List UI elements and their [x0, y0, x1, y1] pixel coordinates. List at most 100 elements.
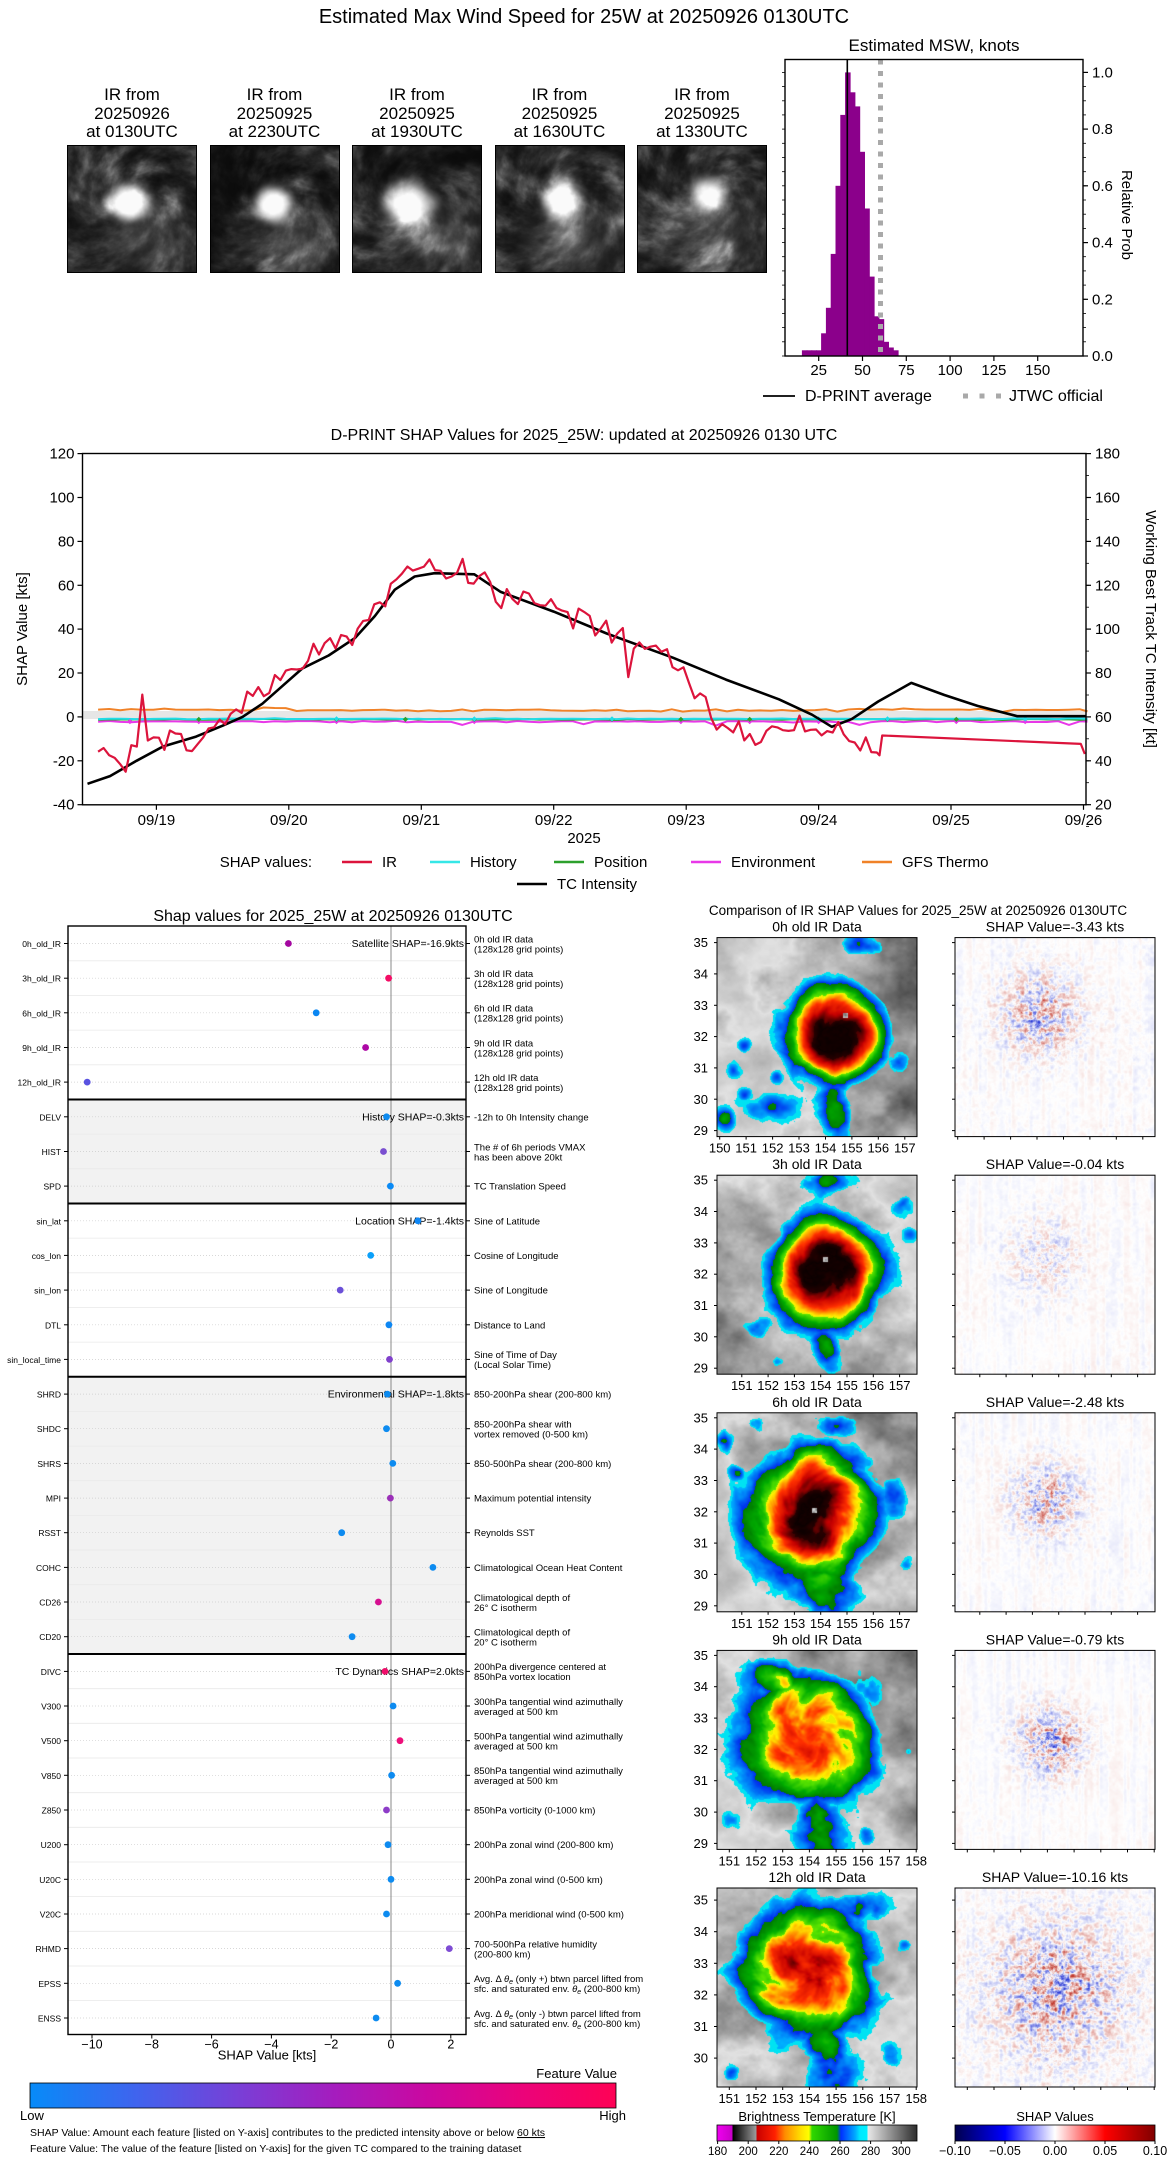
svg-text:0.05: 0.05 [1093, 2144, 1117, 2158]
svg-text:33: 33 [694, 998, 708, 1013]
svg-text:34: 34 [694, 1924, 708, 1939]
svg-text:Avg. Δ θe (only +) btwn parcel: Avg. Δ θe (only +) btwn parcel lifted fr… [474, 1974, 643, 1986]
svg-text:(128x128 grid points): (128x128 grid points) [474, 944, 563, 955]
svg-text:3h old IR Data: 3h old IR Data [772, 1156, 862, 1172]
svg-text:0.6: 0.6 [1092, 178, 1113, 195]
svg-text:−6: −6 [204, 2038, 218, 2052]
svg-text:29: 29 [694, 1361, 708, 1376]
svg-text:averaged at 500 km: averaged at 500 km [474, 1742, 558, 1753]
svg-text:sfc. and saturated env. θe (20: sfc. and saturated env. θe (200-800 km) [474, 2019, 640, 2031]
svg-text:09/26: 09/26 [1065, 812, 1103, 829]
svg-text:MPI: MPI [46, 1494, 61, 1504]
svg-text:Climatological depth of: Climatological depth of [474, 1593, 570, 1604]
svg-text:Maximum potential intensity: Maximum potential intensity [474, 1494, 591, 1505]
svg-text:9h old IR Data: 9h old IR Data [772, 1631, 862, 1647]
svg-text:0.00: 0.00 [1043, 2144, 1067, 2158]
svg-text:158: 158 [905, 1853, 927, 1868]
svg-text:154: 154 [799, 1853, 821, 1868]
svg-text:20: 20 [58, 665, 75, 682]
svg-text:High: High [599, 2108, 626, 2123]
svg-text:(128x128 grid points): (128x128 grid points) [474, 1014, 563, 1025]
svg-text:140: 140 [1095, 533, 1120, 550]
svg-text:280: 280 [861, 2146, 880, 2158]
svg-text:D-PRINT average: D-PRINT average [805, 388, 932, 405]
svg-text:150: 150 [1025, 362, 1050, 379]
svg-text:CD20: CD20 [39, 1632, 61, 1642]
svg-text:180: 180 [708, 2146, 727, 2158]
svg-text:Low: Low [20, 2108, 44, 2123]
svg-text:IR: IR [382, 854, 397, 871]
svg-text:SHRS: SHRS [37, 1459, 61, 1469]
svg-text:40: 40 [58, 621, 75, 638]
svg-text:33: 33 [694, 1956, 708, 1971]
svg-text:(Local Solar Time): (Local Solar Time) [474, 1360, 551, 1371]
svg-text:SHAP Value=-10.16 kts: SHAP Value=-10.16 kts [982, 1869, 1128, 1885]
svg-text:sfc. and saturated env. θe (20: sfc. and saturated env. θe (200-800 km) [474, 1984, 640, 1996]
svg-text:DELV: DELV [39, 1112, 61, 1122]
svg-text:157: 157 [894, 1141, 916, 1156]
svg-text:ENSS: ENSS [38, 2014, 61, 2024]
svg-text:156: 156 [862, 1378, 884, 1393]
svg-text:32: 32 [694, 1267, 708, 1282]
svg-text:Feature Value: The value of th: Feature Value: The value of the feature … [30, 2143, 522, 2155]
svg-text:12h old IR data: 12h old IR data [474, 1073, 539, 1084]
svg-text:220: 220 [769, 2146, 788, 2158]
svg-text:150: 150 [709, 1141, 731, 1156]
svg-text:157: 157 [889, 1616, 911, 1631]
svg-text:80: 80 [58, 533, 75, 550]
svg-text:32: 32 [694, 1742, 708, 1757]
svg-text:200hPa divergence centered at: 200hPa divergence centered at [474, 1662, 606, 1673]
svg-text:100: 100 [938, 362, 963, 379]
svg-text:34: 34 [694, 1442, 708, 1457]
svg-text:30: 30 [694, 1329, 708, 1344]
svg-text:The # of 6h periods VMAX: The # of 6h periods VMAX [474, 1142, 586, 1153]
svg-text:33: 33 [694, 1711, 708, 1726]
svg-text:32: 32 [694, 1029, 708, 1044]
svg-text:09/25: 09/25 [932, 812, 970, 829]
svg-text:0: 0 [388, 2038, 395, 2052]
svg-text:has been above 20kt: has been above 20kt [474, 1152, 563, 1163]
svg-text:(128x128 grid points): (128x128 grid points) [474, 1048, 563, 1059]
svg-text:500hPa tangential wind azimuth: 500hPa tangential wind azimuthally [474, 1732, 623, 1743]
svg-text:200hPa zonal wind (0-500 km): 200hPa zonal wind (0-500 km) [474, 1875, 603, 1886]
svg-text:153: 153 [772, 1853, 794, 1868]
svg-text:SHAP Value=-2.48 kts: SHAP Value=-2.48 kts [986, 1394, 1124, 1410]
svg-text:154: 154 [810, 1378, 832, 1393]
svg-text:33: 33 [694, 1235, 708, 1250]
svg-text:240: 240 [800, 2146, 819, 2158]
svg-text:26° C isotherm: 26° C isotherm [474, 1603, 537, 1614]
svg-text:850hPa vorticity (0-1000 km): 850hPa vorticity (0-1000 km) [474, 1806, 595, 1817]
svg-text:Sine of Time of Day: Sine of Time of Day [474, 1350, 557, 1361]
svg-text:75: 75 [898, 362, 915, 379]
svg-text:34: 34 [694, 1204, 708, 1219]
svg-text:31: 31 [694, 1060, 708, 1075]
svg-text:Cosine of Longitude: Cosine of Longitude [474, 1251, 559, 1262]
svg-text:SHAP Value=-3.43 kts: SHAP Value=-3.43 kts [986, 919, 1124, 935]
svg-text:40: 40 [1095, 753, 1112, 770]
svg-text:200hPa zonal wind (200-800 km): 200hPa zonal wind (200-800 km) [474, 1840, 613, 1851]
svg-text:sin_local_time: sin_local_time [7, 1355, 61, 1365]
svg-text:100: 100 [49, 490, 74, 507]
svg-text:29: 29 [694, 1123, 708, 1138]
svg-text:U200: U200 [41, 1840, 62, 1850]
svg-text:12h old IR Data: 12h old IR Data [768, 1869, 865, 1885]
svg-text:SHRD: SHRD [37, 1390, 61, 1400]
svg-text:Distance to Land: Distance to Land [474, 1320, 545, 1331]
svg-text:700-500hPa relative humidity: 700-500hPa relative humidity [474, 1939, 597, 1950]
svg-text:155: 155 [841, 1141, 863, 1156]
svg-text:153: 153 [788, 1141, 810, 1156]
svg-text:34: 34 [694, 966, 708, 981]
svg-text:850-200hPa shear with: 850-200hPa shear with [474, 1420, 572, 1431]
svg-text:0.10: 0.10 [1143, 2144, 1167, 2158]
svg-text:9h_old_IR: 9h_old_IR [22, 1043, 61, 1053]
svg-text:Z850: Z850 [42, 1806, 62, 1816]
svg-text:Avg. Δ θe (only -) btwn parcel: Avg. Δ θe (only -) btwn parcel lifted fr… [474, 2009, 641, 2021]
svg-text:32: 32 [694, 1987, 708, 2002]
svg-text:155: 155 [825, 2091, 847, 2106]
svg-text:cos_lon: cos_lon [32, 1251, 62, 1261]
svg-text:0.4: 0.4 [1092, 235, 1113, 252]
svg-text:156: 156 [852, 2091, 874, 2106]
svg-text:35: 35 [694, 1173, 708, 1188]
svg-text:30: 30 [694, 1567, 708, 1582]
svg-text:TC Translation Speed: TC Translation Speed [474, 1182, 566, 1193]
